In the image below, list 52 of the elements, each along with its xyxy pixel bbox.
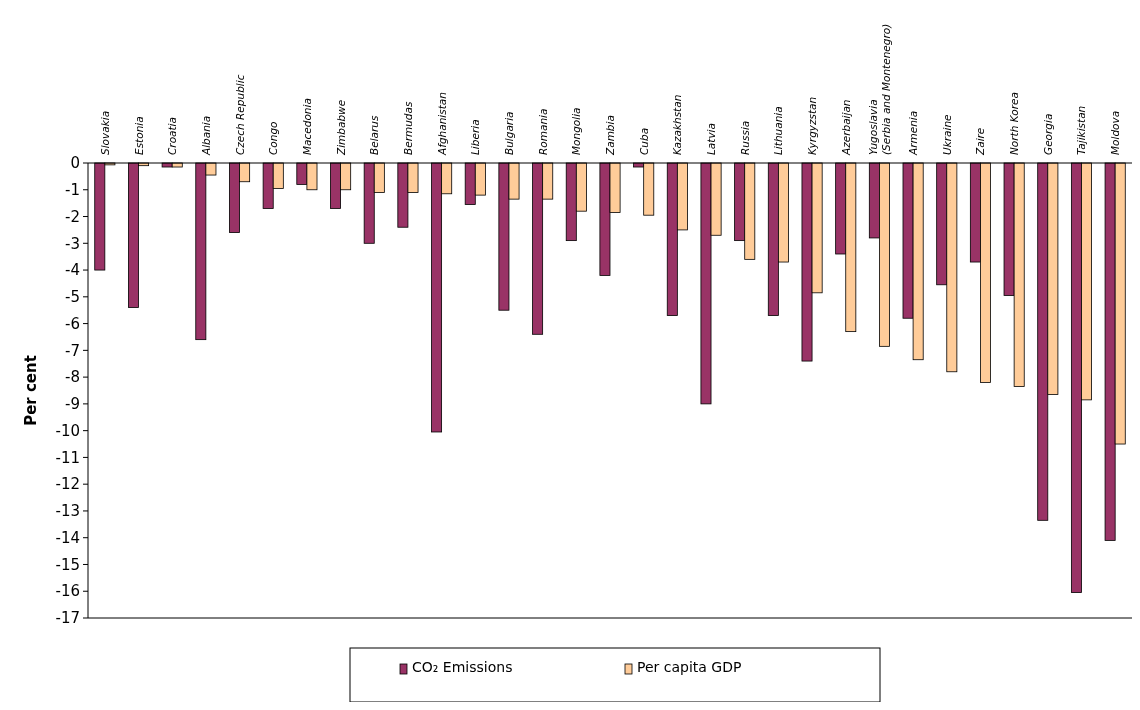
- x-tick-label: Georgia: [1041, 113, 1054, 155]
- x-tick-label: Romania: [536, 108, 549, 155]
- x-tick-label: Latvia: [705, 123, 718, 155]
- x-tick-label: Czech Republic: [233, 74, 246, 155]
- y-tick-label: -1: [65, 181, 80, 200]
- y-tick-label: -11: [55, 448, 80, 467]
- y-tick-label: -3: [65, 234, 80, 253]
- x-tick-label: Belarus: [368, 115, 381, 155]
- y-tick-label: -16: [55, 582, 80, 601]
- y-tick-label: -17: [55, 609, 80, 628]
- y-axis-title: Per cent: [22, 355, 40, 426]
- y-tick-label: -4: [65, 261, 80, 280]
- x-tick-label: Lithuania: [772, 106, 785, 155]
- x-tick-label: Kyrgyzstan: [806, 96, 819, 155]
- y-tick-label: -8: [65, 368, 80, 387]
- x-tick-label: Estonia: [132, 116, 145, 155]
- x-tick-label: Bulgaria: [502, 111, 515, 155]
- x-tick-label: Albania: [199, 115, 212, 156]
- x-tick-label: Kazakhstan: [671, 94, 684, 155]
- x-tick-label: Afghanistan: [435, 92, 448, 156]
- x-tick-label: Mongolia: [570, 107, 583, 155]
- y-tick-label: -12: [55, 475, 80, 494]
- x-tick-label: Zimbabwe: [334, 99, 347, 156]
- x-tick-label: Croatia: [166, 117, 179, 155]
- x-tick-label: Congo: [267, 121, 280, 155]
- y-tick-label: -15: [55, 555, 80, 574]
- y-tick-label: -9: [65, 395, 80, 414]
- x-tick-label: Zambia: [604, 115, 616, 156]
- x-tick-label: Slovakia: [98, 110, 111, 155]
- y-tick-label: 0: [70, 154, 80, 173]
- y-tick-label: -13: [55, 502, 80, 521]
- y-tick-label: -14: [55, 528, 80, 547]
- y-tick-label: -2: [65, 207, 80, 226]
- y-tick-label: -6: [65, 314, 80, 333]
- x-tick-label: Ukraine: [940, 114, 953, 155]
- y-tick-label: -5: [65, 288, 80, 307]
- y-tick-label: -10: [55, 421, 80, 440]
- legend-label: Per capita GDP: [637, 659, 742, 675]
- x-tick-label: Macedonia: [300, 98, 313, 155]
- x-tick-label: Zaire: [974, 127, 987, 156]
- y-tick-label: -7: [65, 341, 80, 360]
- x-tick-label: Bermudas: [401, 101, 414, 155]
- x-tick-label: Russia: [738, 120, 751, 155]
- x-tick-label: North Korea: [1008, 92, 1021, 155]
- x-tick-label: Armenia: [907, 110, 920, 156]
- x-tick-label: Moldova: [1109, 110, 1122, 155]
- x-tick-label: Azerbaijan: [839, 99, 852, 156]
- x-tick-label: Cuba: [637, 127, 650, 155]
- x-tick-label: Yugoslavia (Serbia and Montenegro): [867, 23, 893, 155]
- x-tick-label: Liberia: [469, 119, 482, 155]
- x-tick-label: Tajikistan: [1075, 105, 1088, 155]
- legend-label: CO₂ Emissions: [412, 659, 513, 675]
